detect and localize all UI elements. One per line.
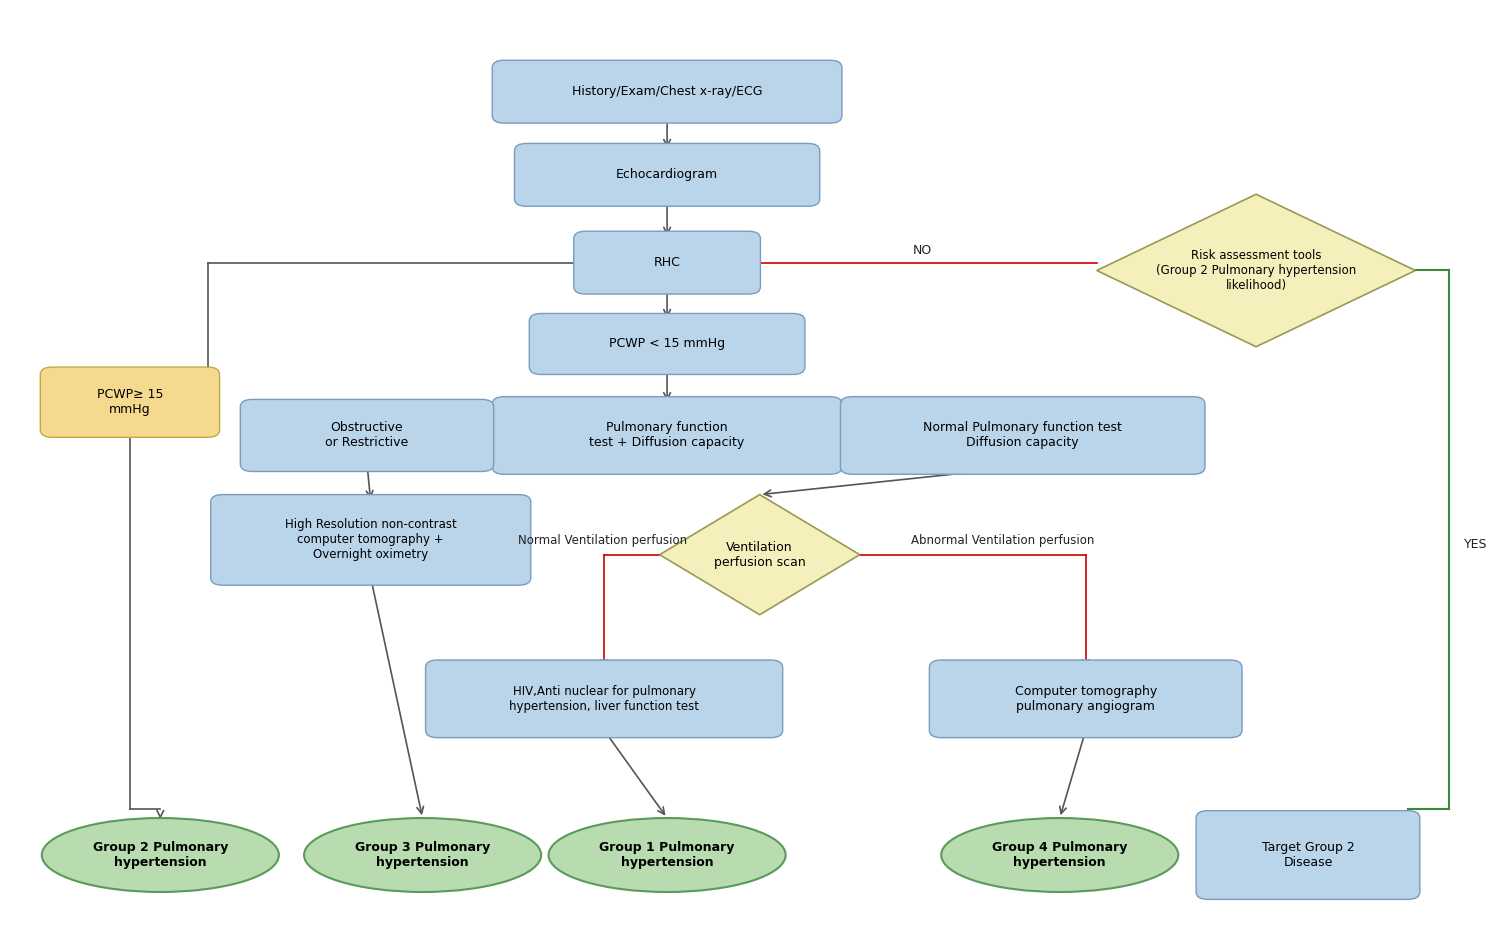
Text: NO: NO — [913, 244, 933, 257]
FancyBboxPatch shape — [841, 397, 1205, 474]
Text: Target Group 2
Disease: Target Group 2 Disease — [1261, 841, 1355, 869]
Polygon shape — [1096, 194, 1415, 347]
Text: Ventilation
perfusion scan: Ventilation perfusion scan — [714, 540, 806, 569]
Text: Abnormal Ventilation perfusion: Abnormal Ventilation perfusion — [910, 535, 1095, 547]
Text: HIV,Anti nuclear for pulmonary
hypertension, liver function test: HIV,Anti nuclear for pulmonary hypertens… — [510, 685, 699, 713]
Polygon shape — [659, 494, 860, 615]
Text: YES: YES — [1464, 538, 1488, 551]
FancyBboxPatch shape — [210, 494, 531, 586]
Text: Normal Ventilation perfusion: Normal Ventilation perfusion — [517, 535, 686, 547]
FancyBboxPatch shape — [41, 367, 219, 438]
Text: Group 1 Pulmonary
hypertension: Group 1 Pulmonary hypertension — [599, 841, 735, 869]
Text: Group 3 Pulmonary
hypertension: Group 3 Pulmonary hypertension — [355, 841, 490, 869]
Text: Group 4 Pulmonary
hypertension: Group 4 Pulmonary hypertension — [992, 841, 1128, 869]
Text: High Resolution non-contrast
computer tomography +
Overnight oximetry: High Resolution non-contrast computer to… — [284, 519, 457, 561]
Text: Computer tomography
pulmonary angiogram: Computer tomography pulmonary angiogram — [1015, 685, 1157, 713]
Text: Risk assessment tools
(Group 2 Pulmonary hypertension
likelihood): Risk assessment tools (Group 2 Pulmonary… — [1157, 249, 1356, 292]
Text: PCWP < 15 mmHg: PCWP < 15 mmHg — [609, 338, 726, 351]
FancyBboxPatch shape — [930, 660, 1241, 737]
Text: RHC: RHC — [653, 256, 680, 269]
FancyBboxPatch shape — [514, 143, 820, 207]
FancyBboxPatch shape — [240, 400, 494, 472]
Ellipse shape — [549, 818, 786, 892]
Text: Obstructive
or Restrictive: Obstructive or Restrictive — [325, 422, 408, 450]
FancyBboxPatch shape — [493, 397, 842, 474]
Text: PCWP≥ 15
mmHg: PCWP≥ 15 mmHg — [97, 389, 163, 416]
Text: Group 2 Pulmonary
hypertension: Group 2 Pulmonary hypertension — [92, 841, 228, 869]
FancyBboxPatch shape — [425, 660, 783, 737]
Text: Normal Pulmonary function test
Diffusion capacity: Normal Pulmonary function test Diffusion… — [924, 422, 1122, 450]
FancyBboxPatch shape — [493, 60, 842, 124]
FancyBboxPatch shape — [529, 313, 804, 374]
Ellipse shape — [940, 818, 1178, 892]
FancyBboxPatch shape — [1196, 811, 1420, 900]
Text: Echocardiogram: Echocardiogram — [615, 169, 718, 181]
Ellipse shape — [42, 818, 278, 892]
Text: Pulmonary function
test + Diffusion capacity: Pulmonary function test + Diffusion capa… — [590, 422, 745, 450]
Ellipse shape — [304, 818, 541, 892]
FancyBboxPatch shape — [573, 231, 761, 294]
Text: History/Exam/Chest x-ray/ECG: History/Exam/Chest x-ray/ECG — [572, 85, 762, 98]
